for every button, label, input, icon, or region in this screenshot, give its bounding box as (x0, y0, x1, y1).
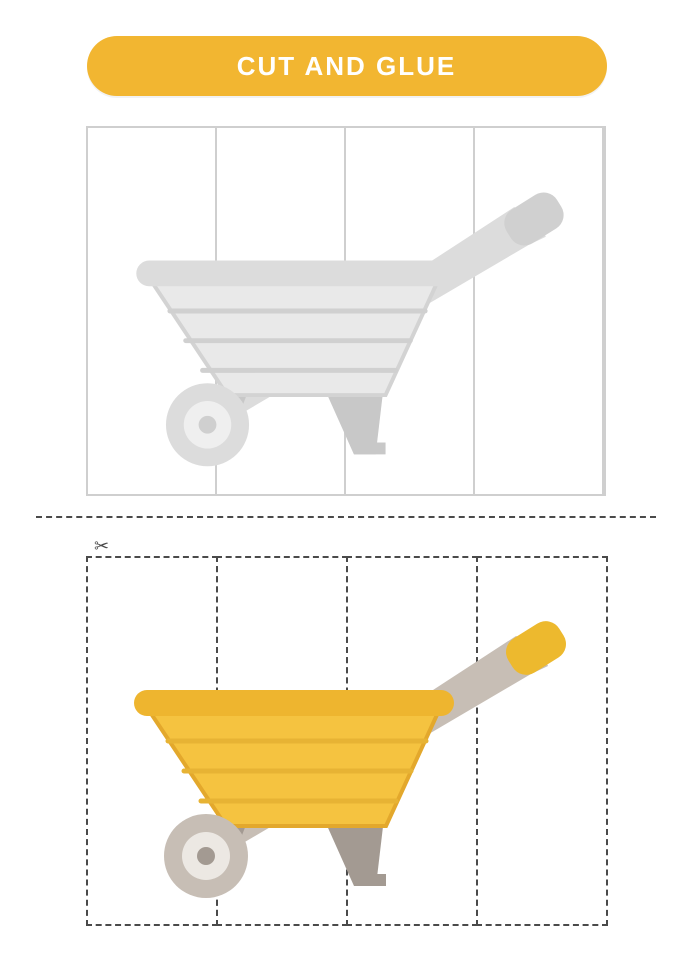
cut-piece (476, 556, 608, 926)
cut-pieces-frame (86, 556, 606, 926)
header-pill: CUT AND GLUE (87, 36, 607, 96)
glue-target-frame (86, 126, 606, 496)
scissors-icon: ✂ (94, 536, 109, 557)
glue-slot (88, 128, 217, 494)
glue-slot (346, 128, 475, 494)
glue-slot (475, 128, 604, 494)
glue-slot (217, 128, 346, 494)
page-title: CUT AND GLUE (237, 51, 456, 82)
cut-piece (346, 556, 478, 926)
cut-line (36, 516, 656, 518)
cut-piece (216, 556, 348, 926)
cut-piece (86, 556, 218, 926)
